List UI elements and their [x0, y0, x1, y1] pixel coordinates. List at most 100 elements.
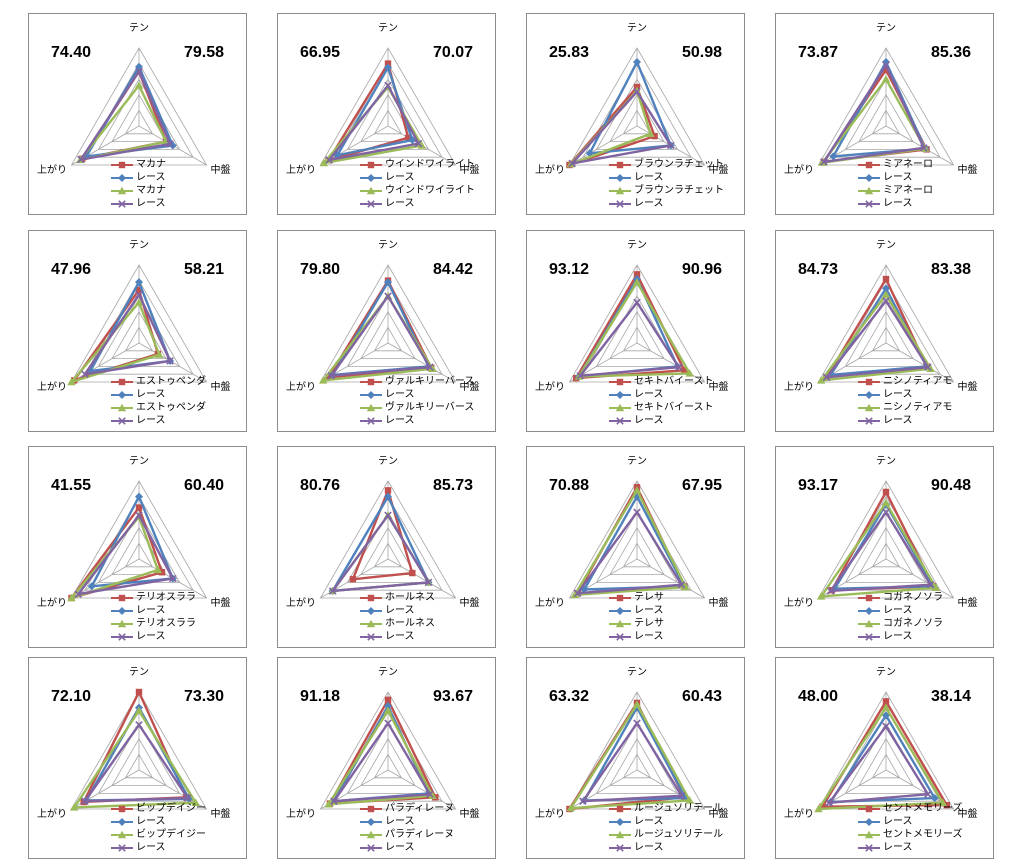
legend-marker: [615, 403, 625, 411]
legend-key: [858, 830, 880, 838]
radar-data-point: [77, 155, 85, 164]
legend-key: [360, 619, 382, 627]
chart-legend: ビップデイジー レース ビップデイジー レース: [111, 802, 206, 854]
legend-entry: テリオスララ: [111, 617, 196, 630]
legend-key: [360, 830, 382, 838]
radar-gridline: [871, 542, 901, 568]
legend-key: [858, 594, 880, 601]
legend-key: [111, 173, 133, 182]
legend-entry: レース: [111, 388, 206, 401]
radar-data-point: [825, 798, 834, 807]
axis-label: テン: [129, 240, 149, 251]
radar-data-point: [931, 583, 941, 592]
radar-gridline: [360, 738, 416, 786]
legend-label: レース: [883, 816, 913, 827]
radar-data-point: [135, 290, 143, 299]
legend-label: レース: [136, 198, 166, 209]
radar-series-line: [328, 84, 420, 162]
radar-chart-plot: [816, 480, 955, 600]
radar-data-point: [324, 800, 333, 808]
legend-entry: レース: [360, 388, 474, 401]
legend-marker: [865, 173, 873, 182]
legend-label: テリオスララ: [136, 592, 196, 603]
legend-label: レース: [634, 198, 664, 209]
radar-data-point: [924, 790, 932, 798]
legend-key: [111, 817, 133, 826]
legend-key: [111, 403, 133, 411]
legend-label: レース: [385, 816, 415, 827]
legend-label: レース: [385, 172, 415, 183]
right-score: 79.58: [183, 44, 224, 61]
radar-data-point: [826, 587, 835, 595]
right-score: 58.21: [183, 261, 224, 278]
legend-key: [360, 632, 382, 641]
radar-chart-panel: 91.18 93.67 テン 中盤 上がり パラディレーヌ レース パラディレーヌ レース: [277, 657, 496, 859]
radar-gridline: [97, 722, 181, 794]
radar-data-point: [816, 592, 826, 600]
legend-marker: [616, 632, 624, 641]
radar-spoke: [885, 125, 954, 166]
legend-label: テレサ: [634, 592, 664, 603]
radar-chart-panel: 63.32 60.43 テン 中盤 上がり ルージュソリテール レース ルージュソリテール レー…: [526, 657, 745, 859]
legend-marker: [864, 403, 874, 411]
legend-entry: レース: [360, 197, 475, 210]
legend-key: [858, 606, 880, 615]
radar-series-line: [569, 703, 691, 810]
radar-data-point: [81, 370, 89, 378]
legend-marker: [367, 199, 375, 208]
radar-data-point: [651, 132, 658, 140]
legend-marker: [616, 378, 624, 385]
radar-data-point: [633, 508, 641, 516]
right-score: 60.43: [681, 688, 722, 705]
radar-data-point: [134, 81, 144, 89]
radar-gridline: [871, 326, 901, 352]
legend-label: ウインドワイライト: [385, 159, 475, 170]
radar-data-point: [417, 141, 426, 149]
legend-key: [858, 199, 880, 208]
radar-data-point: [384, 696, 392, 703]
radar-series-line: [83, 293, 172, 376]
radar-data-point: [384, 511, 392, 520]
legend-label: レース: [883, 389, 913, 400]
legend-key: [111, 199, 133, 208]
radar-gridline: [858, 311, 914, 359]
radar-series-line: [828, 725, 930, 804]
legend-key: [360, 594, 382, 601]
legend-label: パラディレーヌ: [385, 803, 455, 814]
radar-chart-panel: 70.88 67.95 テン 中盤 上がり テレサ レース テレサ レース: [526, 446, 745, 648]
legend-marker: [118, 416, 126, 425]
legend-label: ブラウンラチェット: [634, 185, 724, 196]
left-score: 73.87: [798, 44, 839, 61]
radar-data-point: [675, 363, 683, 371]
legend-label: レース: [634, 631, 664, 642]
radar-chart-plot: [319, 691, 457, 810]
legend-key: [609, 378, 631, 385]
legend-marker: [616, 390, 624, 399]
legend-label: ニシノティアモ: [883, 402, 953, 413]
radar-data-point: [135, 720, 143, 729]
legend-key: [360, 416, 382, 425]
legend-key: [858, 403, 880, 411]
legend-marker: [616, 161, 624, 168]
radar-gridline: [595, 295, 679, 367]
radar-series-line: [77, 514, 174, 596]
radar-chart-plot: [816, 264, 955, 384]
chart-legend: セキトバイースト レース セキトバイースト レース: [609, 375, 714, 427]
radar-gridline: [70, 264, 208, 383]
radar-data-point: [384, 487, 392, 494]
radar-data-point: [319, 158, 329, 167]
radar-gridline: [568, 480, 706, 599]
axis-label: 中盤: [708, 598, 729, 609]
radar-chart-plot: [568, 480, 706, 599]
legend-label: エストゥペンダ: [136, 402, 206, 413]
axis-label: 上がり: [784, 809, 814, 820]
radar-data-point: [428, 364, 437, 372]
legend-marker: [616, 199, 624, 208]
radar-spoke: [138, 342, 207, 383]
axis-label: 中盤: [210, 809, 231, 820]
left-score: 74.40: [51, 44, 92, 61]
legend-label: レース: [136, 842, 166, 853]
left-score: 79.80: [300, 261, 341, 278]
legend-key: [609, 403, 631, 411]
legend-marker: [367, 378, 375, 385]
